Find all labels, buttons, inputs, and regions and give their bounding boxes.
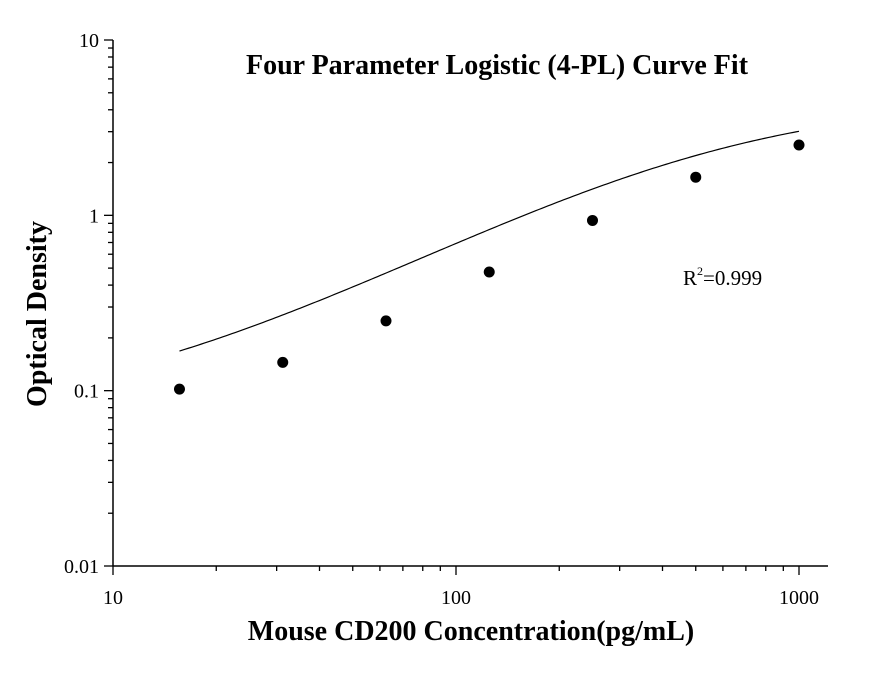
- r-squared-prefix: R: [683, 266, 697, 290]
- x-tick-label: 100: [441, 587, 471, 609]
- y-tick-label: 0.1: [74, 381, 99, 403]
- x-tick-label: 1000: [779, 587, 819, 609]
- data-point: [483, 266, 495, 278]
- data-point: [586, 214, 598, 226]
- y-axis-label: Optical Density: [22, 221, 53, 407]
- fit-curve-line: [179, 130, 800, 352]
- data-point: [277, 356, 289, 368]
- r-squared-annotation: R2=0.999: [683, 264, 762, 290]
- data-points-layer: [173, 139, 805, 395]
- x-tick-label: 10: [103, 587, 123, 609]
- r-squared-superscript: 2: [697, 264, 703, 278]
- y-tick-label: 10: [79, 30, 99, 52]
- r-squared-value: =0.999: [703, 266, 762, 290]
- y-tick-label: 1: [89, 205, 99, 227]
- y-tick-label: 0.01: [64, 556, 99, 578]
- fit-curve-layer: [179, 130, 800, 352]
- x-axis-label: Mouse CD200 Concentration(pg/mL): [248, 616, 694, 647]
- data-point: [380, 315, 392, 327]
- chart-title: Four Parameter Logistic (4-PL) Curve Fit: [246, 50, 749, 81]
- data-point: [173, 383, 185, 395]
- data-point: [690, 171, 702, 183]
- axes: 10 100 1000 0.01 0.1 1 10: [64, 30, 828, 609]
- data-point: [793, 139, 805, 151]
